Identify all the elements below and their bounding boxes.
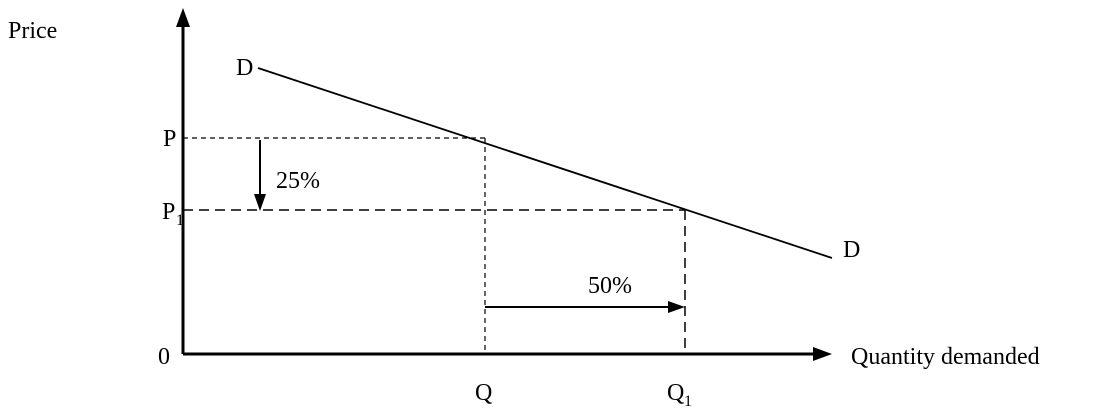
demand-end-label: D [843, 237, 860, 263]
price-change-label: 25% [276, 168, 320, 194]
price-p1-subscript: 1 [176, 212, 184, 229]
y-axis-label: Price [8, 18, 57, 44]
quantity-q1-label: Q [667, 380, 684, 406]
quantity-q1-subscript: 1 [684, 393, 692, 410]
quantity-change-arrowhead [668, 301, 685, 313]
quantity-change-label: 50% [588, 273, 632, 299]
price-p1-label: P [162, 199, 175, 225]
x-axis-arrowhead [813, 347, 832, 361]
x-axis-label: Quantity demanded [851, 344, 1040, 370]
demand-start-label: D [236, 55, 253, 81]
price-p-label: P [163, 126, 176, 152]
origin-label: 0 [158, 344, 170, 370]
price-change-arrowhead [254, 194, 266, 211]
demand-curve [257, 67, 833, 259]
y-axis-arrowhead [176, 8, 190, 27]
quantity-q-label: Q [475, 380, 492, 406]
